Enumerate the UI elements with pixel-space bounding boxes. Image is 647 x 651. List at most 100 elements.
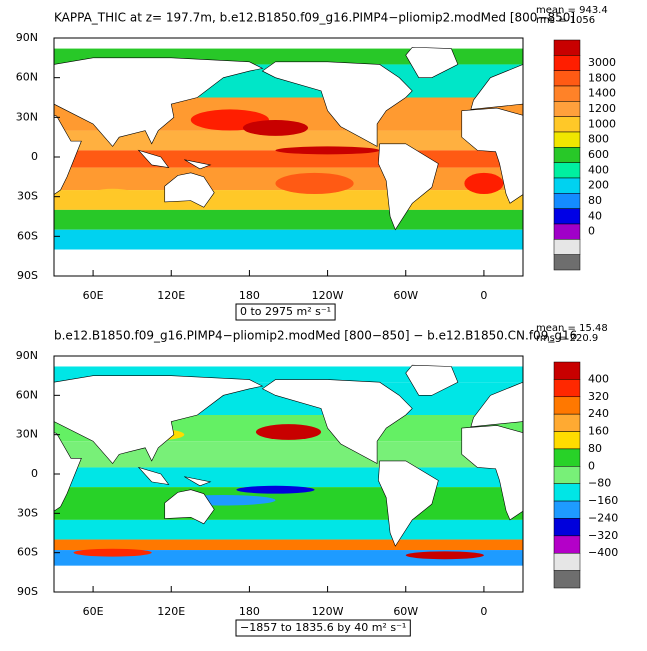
colorbar-swatch	[553, 131, 581, 148]
colorbar-label: −160	[588, 494, 618, 507]
lat-tick-label: 60N	[16, 71, 38, 84]
colorbar-label: 800	[588, 133, 609, 146]
lat-tick-label: 90S	[17, 269, 38, 282]
land	[137, 466, 170, 485]
field-band	[54, 209, 523, 230]
lon-tick-label: 180	[239, 605, 260, 618]
land	[54, 114, 82, 195]
colorbar-swatch	[553, 193, 581, 209]
lon-tick-label: 180	[239, 289, 260, 302]
lon-tick-label: 0	[480, 605, 487, 618]
land	[164, 172, 215, 208]
colorbar-label: 1400	[588, 87, 616, 100]
lon-tick-label: 120E	[157, 289, 185, 302]
field-blob	[405, 551, 484, 560]
range-box	[235, 619, 411, 637]
colorbar-swatch	[553, 162, 581, 179]
colorbar-swatch	[553, 570, 581, 589]
land	[461, 107, 523, 204]
colorbar-swatch	[553, 500, 581, 519]
land	[54, 57, 264, 147]
colorbar-swatch	[553, 535, 581, 554]
lat-tick-label: 90N	[16, 31, 38, 44]
colorbar-swatch	[553, 483, 581, 502]
stat-label: mean = 15.48	[536, 323, 608, 334]
colorbar-label: 1200	[588, 102, 616, 115]
colorbar-label: −240	[588, 511, 618, 524]
colorbar-label: 40	[588, 209, 602, 222]
panel-title: KAPPA_THIC at z= 197.7m, b.e12.B1850.f09…	[54, 11, 575, 25]
lat-tick-label: 90N	[16, 349, 38, 362]
field-band	[54, 467, 523, 488]
lon-tick-label: 0	[480, 289, 487, 302]
land	[470, 64, 523, 110]
lat-tick-label: 60S	[17, 546, 38, 559]
range-box	[235, 303, 336, 321]
land	[184, 159, 212, 170]
lon-tick-label: 120W	[312, 605, 344, 618]
colorbar-swatch	[553, 379, 581, 398]
colorbar-swatch	[553, 70, 581, 87]
colorbar-swatch	[553, 361, 581, 380]
field-band	[54, 539, 523, 551]
colorbar-swatch	[553, 466, 581, 484]
colorbar-label: 400	[588, 163, 609, 176]
colorbar-swatch	[553, 448, 581, 467]
lon-tick-label: 60E	[83, 605, 104, 618]
colorbar-swatch	[553, 55, 581, 71]
land	[405, 46, 459, 78]
field-blob	[236, 485, 315, 494]
colorbar-label: 240	[588, 407, 609, 420]
colorbar-label: −320	[588, 529, 618, 542]
land	[461, 425, 523, 521]
colorbar-swatch	[553, 518, 581, 537]
colorbar-label: 0	[588, 225, 595, 238]
map-field	[54, 46, 523, 276]
colorbar-swatch	[553, 552, 581, 571]
lat-tick-label: 30N	[16, 110, 38, 123]
lat-tick-label: 30S	[17, 190, 38, 203]
colorbar-swatch	[553, 177, 581, 194]
colorbar-swatch	[553, 431, 581, 450]
lon-tick-label: 120E	[157, 605, 185, 618]
field-band	[54, 229, 523, 250]
range-label: 0 to 2975 m² s⁻¹	[240, 305, 331, 318]
lat-tick-label: 30N	[16, 428, 38, 441]
field-band	[54, 519, 523, 540]
land	[164, 489, 215, 525]
colorbar-swatch	[553, 208, 581, 225]
field-blob	[464, 172, 504, 195]
colorbar-label: 160	[588, 425, 609, 438]
antarctica	[54, 249, 523, 276]
colorbar-label: −80	[588, 477, 611, 490]
colorbar-swatch	[553, 147, 581, 163]
colorbar-swatch	[553, 239, 581, 255]
colorbar-swatch	[553, 396, 581, 415]
field-band	[54, 550, 523, 566]
field-blob	[275, 172, 354, 195]
lat-tick-label: 30S	[17, 506, 38, 519]
stat-label: rms = 220.9	[536, 333, 598, 344]
colorbar-label: 3000	[588, 56, 616, 69]
colorbar-swatch	[553, 223, 581, 240]
land	[378, 143, 439, 231]
land	[137, 149, 170, 168]
antarctica	[54, 565, 523, 592]
field-blob	[73, 548, 152, 557]
colorbar-label: 80	[588, 194, 602, 207]
colorbar-swatch	[553, 116, 581, 133]
land	[54, 432, 82, 512]
field-blob	[242, 119, 309, 136]
field-blob	[255, 424, 322, 440]
lon-tick-label: 60W	[393, 289, 418, 302]
land	[261, 61, 413, 147]
colorbar-label: 80	[588, 442, 602, 455]
lat-tick-label: 90S	[17, 585, 38, 598]
colorbar-label: 1800	[588, 71, 616, 84]
colorbar-label: 320	[588, 390, 609, 403]
colorbar-swatch	[553, 413, 581, 432]
land	[378, 460, 439, 547]
colorbar-label: 400	[588, 372, 609, 385]
lon-tick-label: 120W	[312, 289, 344, 302]
